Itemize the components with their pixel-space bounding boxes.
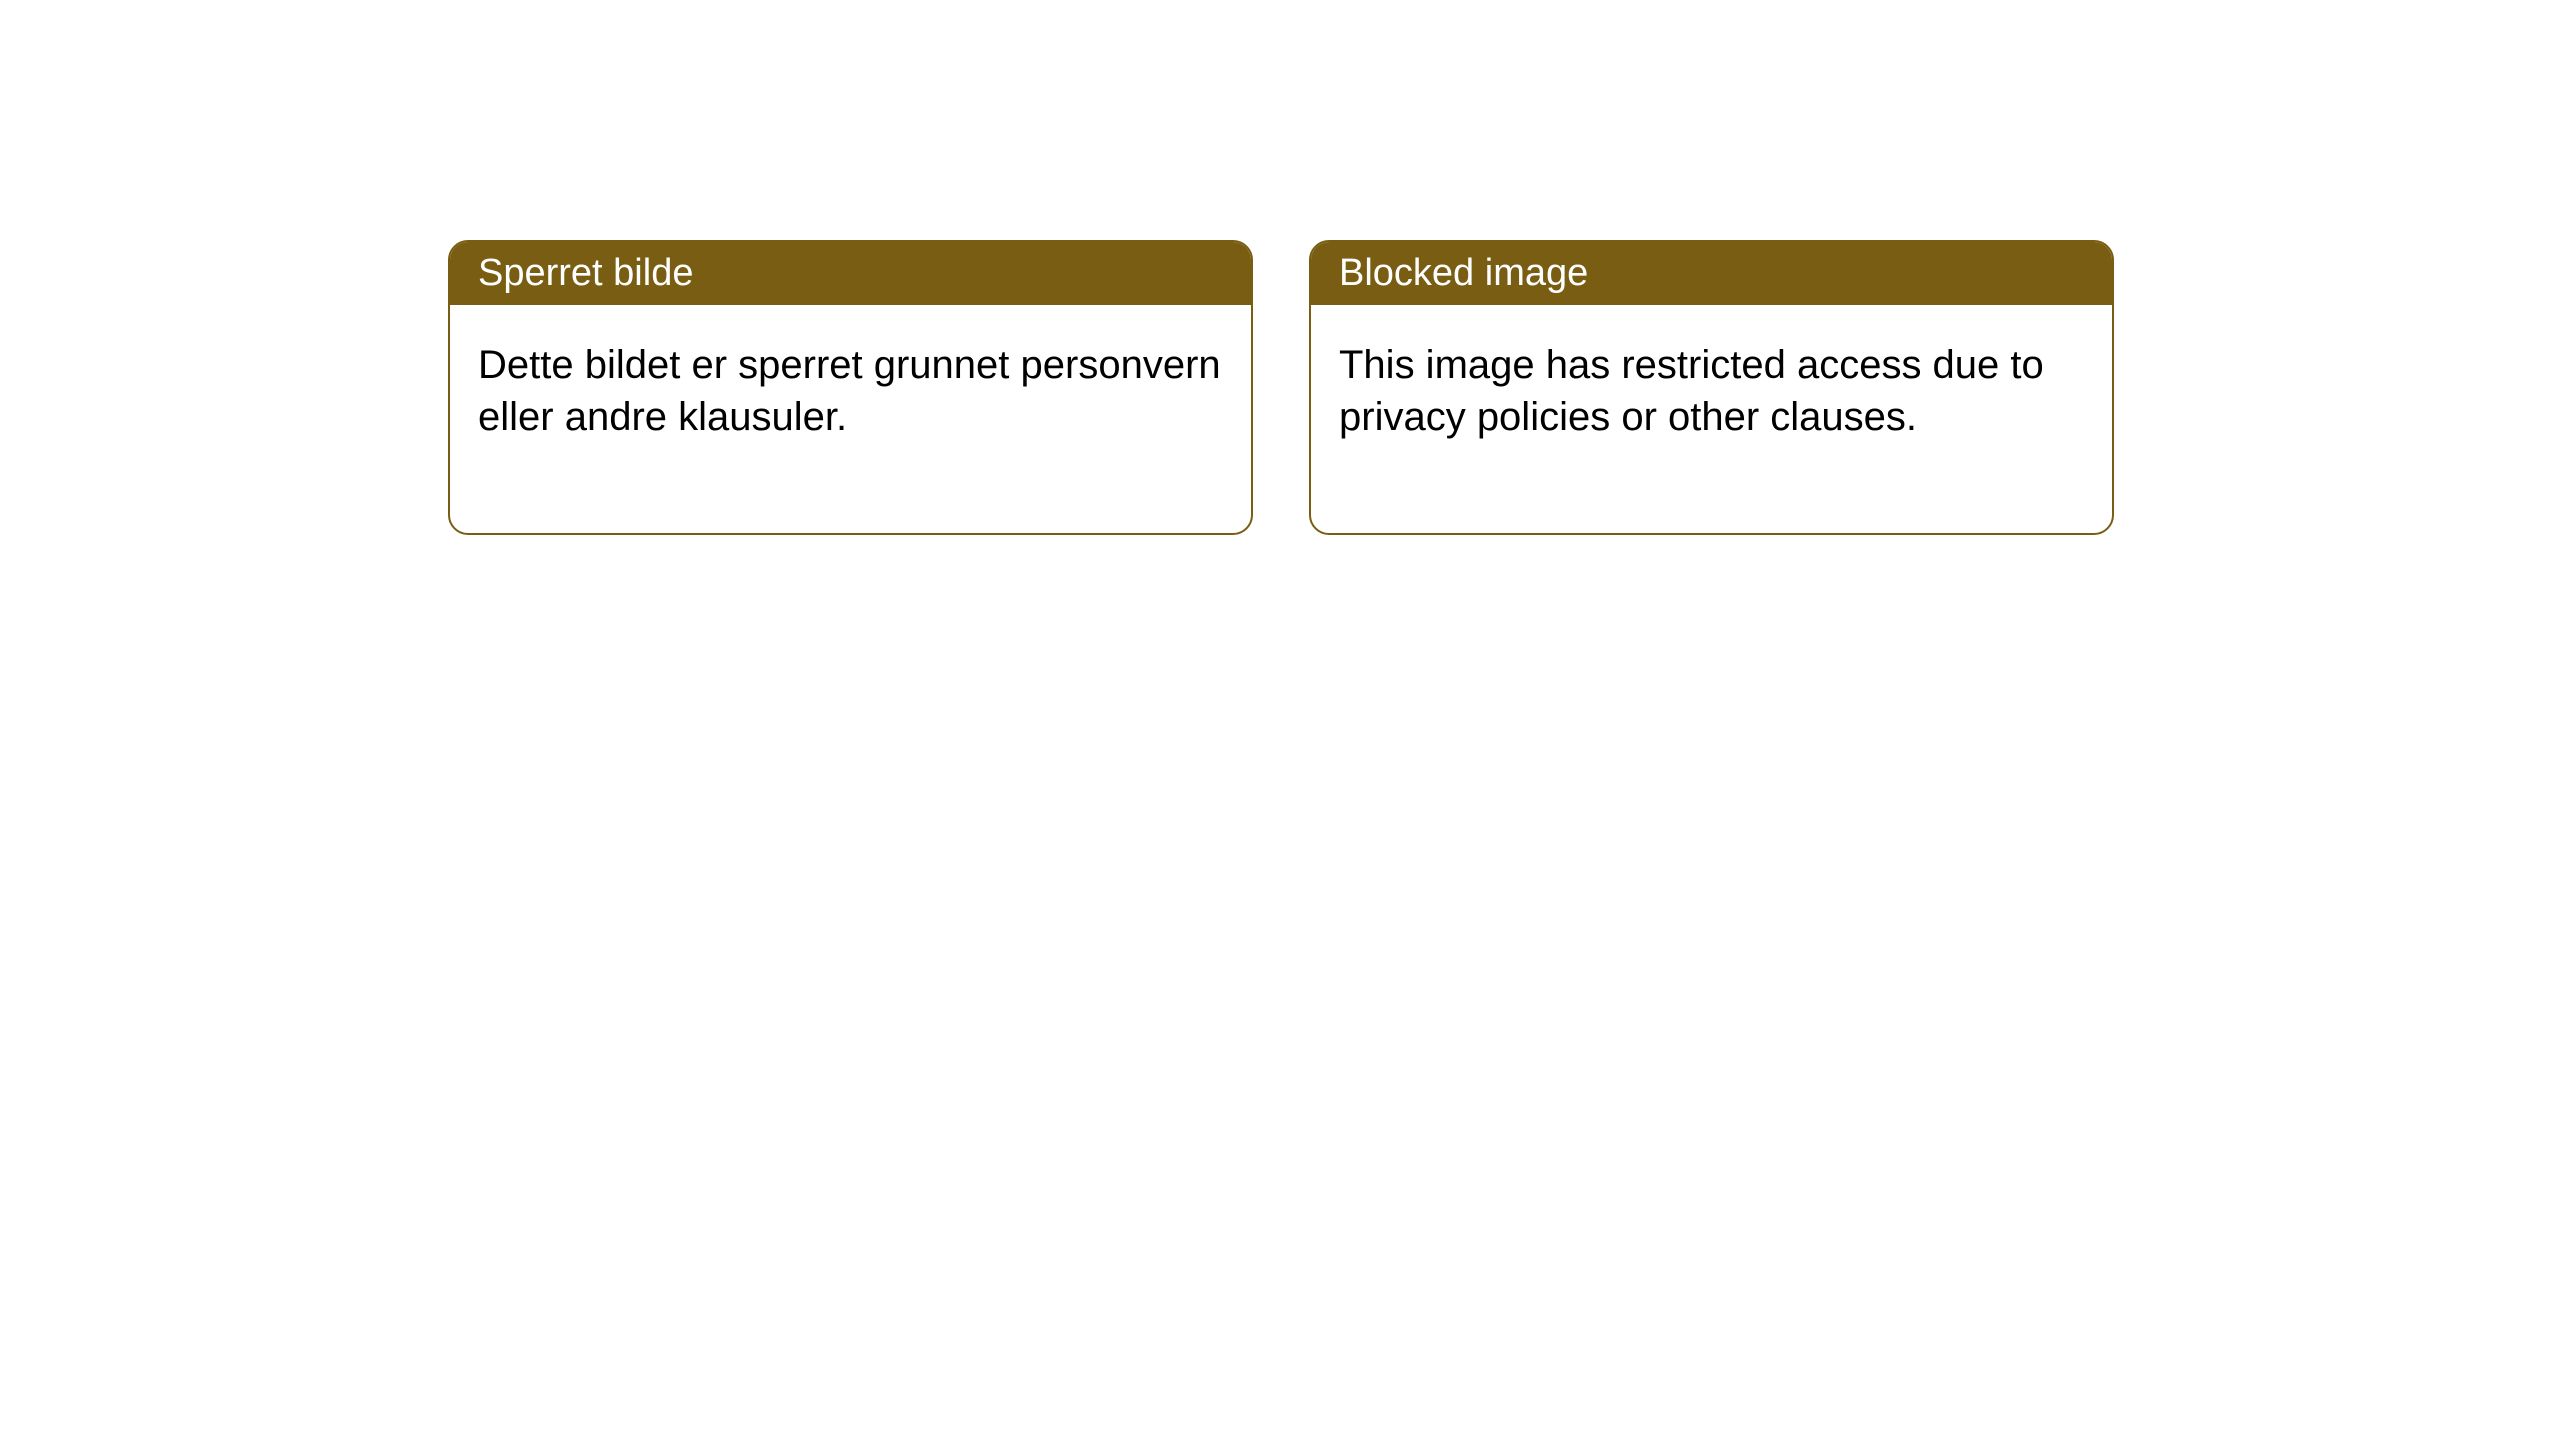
notice-body: Dette bildet er sperret grunnet personve…	[450, 305, 1251, 533]
notice-body: This image has restricted access due to …	[1311, 305, 2112, 533]
notice-title: Blocked image	[1311, 242, 2112, 305]
notice-card-norwegian: Sperret bilde Dette bildet er sperret gr…	[448, 240, 1253, 535]
notice-title: Sperret bilde	[450, 242, 1251, 305]
notice-card-english: Blocked image This image has restricted …	[1309, 240, 2114, 535]
notice-container: Sperret bilde Dette bildet er sperret gr…	[0, 0, 2560, 535]
